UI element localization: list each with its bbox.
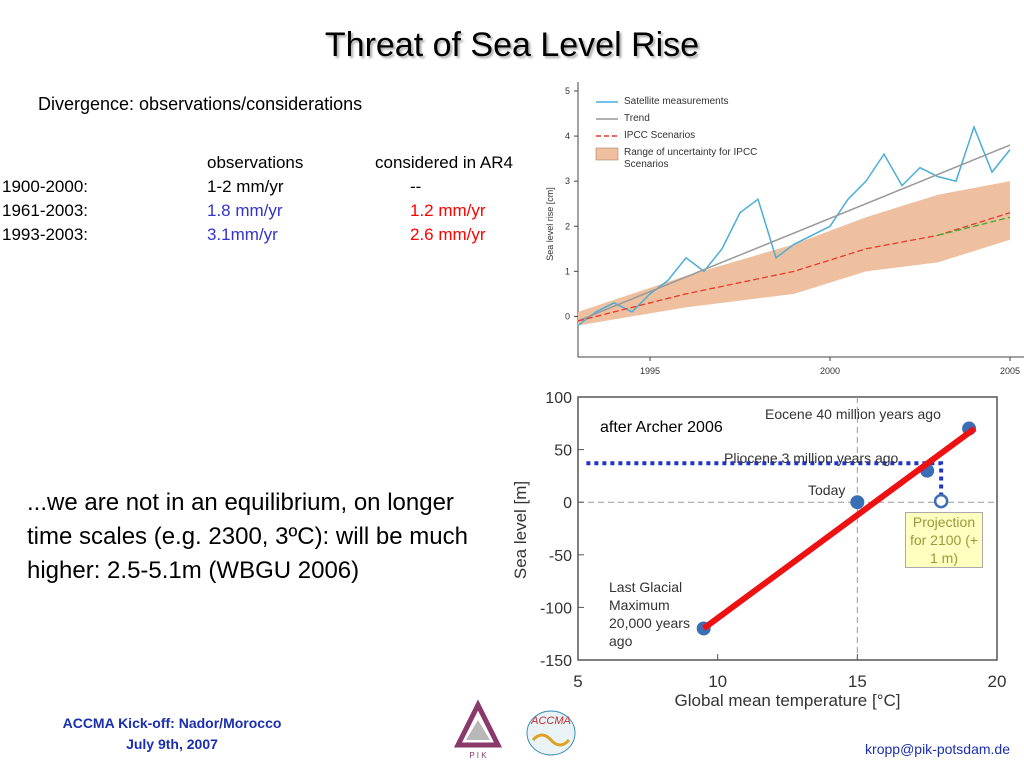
table-cell: 2.6 mm/yr bbox=[410, 225, 486, 244]
point-label: Pliocene 3 million years ago bbox=[724, 450, 899, 466]
series-line bbox=[577, 124, 1011, 327]
plot-frame bbox=[577, 396, 998, 661]
scatter-chart: -150 -100 -50 0 50 100 5 10 15 20 Global mean temp… bbox=[511, 390, 1006, 710]
point-label: Last Glacial Maximum 20,000 years ago bbox=[609, 579, 690, 649]
projection-label: Projection for 2100 (+ 1 m) bbox=[905, 512, 983, 568]
x-tick-label: 5 bbox=[573, 672, 582, 691]
table-cell: 1.8 mm/yr bbox=[207, 201, 283, 220]
series-line bbox=[937, 216, 1011, 236]
point-label: Eocene 40 million years ago bbox=[765, 406, 941, 422]
y-tick-label: 1 bbox=[565, 266, 570, 276]
line-chart: 0 1 2 3 4 5 1995 2000 2005 Sea level rise [cm] bbox=[545, 82, 1024, 376]
logo-wave bbox=[531, 733, 571, 747]
legend-swatch bbox=[595, 147, 619, 161]
table-cell: 1.2 mm/yr bbox=[410, 201, 486, 220]
x-tick-label: 1995 bbox=[640, 366, 660, 376]
y-tick-label: -50 bbox=[549, 548, 572, 565]
table-cell: 1900-2000: bbox=[2, 177, 89, 196]
y-tick-label: 4 bbox=[565, 131, 570, 141]
legend-label: Trend bbox=[624, 113, 650, 124]
y-tick-label: 100 bbox=[545, 390, 572, 407]
subtitle: Divergence: observations/considerations bbox=[38, 94, 363, 114]
y-tick-label: -100 bbox=[540, 600, 572, 617]
table-header: observations bbox=[207, 153, 304, 172]
slide-title: Threat of Sea Level Rise bbox=[324, 26, 700, 64]
series-line bbox=[577, 144, 1011, 322]
table-cell: 1993-2003: bbox=[2, 225, 89, 244]
y-tick-label: 50 bbox=[554, 443, 572, 460]
footer-event: ACCMA Kick-off: Nador/Morocco bbox=[62, 715, 282, 731]
footer-email: kropp@pik-potsdam.de bbox=[865, 741, 1010, 757]
data-point bbox=[850, 495, 865, 510]
logo-shape bbox=[466, 720, 490, 740]
logo-text: ACCMA bbox=[530, 715, 571, 727]
pik-logo bbox=[453, 699, 503, 748]
y-tick-label: 5 bbox=[565, 86, 570, 96]
point-label: Today bbox=[808, 482, 846, 498]
x-axis-label: Global mean temperature [°C] bbox=[674, 691, 900, 710]
table-cell: 1-2 mm/yr bbox=[207, 177, 284, 196]
uncertainty-band bbox=[578, 181, 1010, 326]
logo-shape bbox=[453, 699, 503, 748]
table-header: considered in AR4 bbox=[375, 153, 513, 172]
legend-label: Range of uncertainty for IPCC Scenarios bbox=[624, 147, 758, 170]
body-text: ...we are not in an equilibrium, on long… bbox=[27, 489, 468, 584]
y-tick-label: 3 bbox=[565, 176, 570, 186]
x-tick-label: 15 bbox=[848, 672, 867, 691]
table-cell: 3.1mm/yr bbox=[207, 225, 278, 244]
series-line bbox=[577, 212, 1011, 322]
y-axis-label: Sea level [m] bbox=[511, 481, 530, 579]
logo-text: P I K bbox=[469, 751, 487, 760]
y-axis-label: Sea level rise [cm] bbox=[545, 187, 555, 261]
y-tick-label: -150 bbox=[540, 653, 572, 670]
x-tick-label: 2000 bbox=[820, 366, 840, 376]
legend-label: Satellite measurements bbox=[624, 96, 729, 107]
y-tick-label: 2 bbox=[565, 221, 570, 231]
guide-line bbox=[586, 461, 944, 500]
footer-date: July 9th, 2007 bbox=[126, 736, 218, 752]
x-tick-label: 10 bbox=[708, 672, 727, 691]
x-tick-label: 20 bbox=[988, 672, 1007, 691]
table-cell: -- bbox=[410, 177, 422, 196]
projection-point bbox=[933, 493, 949, 509]
annotation: after Archer 2006 bbox=[598, 418, 725, 438]
fit-line bbox=[701, 426, 977, 631]
table-cell: 1961-2003: bbox=[2, 201, 89, 220]
legend-label: IPCC Scenarios bbox=[624, 130, 696, 141]
y-tick-label: 0 bbox=[565, 311, 570, 321]
x-tick-label: 2005 bbox=[1000, 366, 1020, 376]
y-tick-label: 0 bbox=[563, 495, 572, 512]
